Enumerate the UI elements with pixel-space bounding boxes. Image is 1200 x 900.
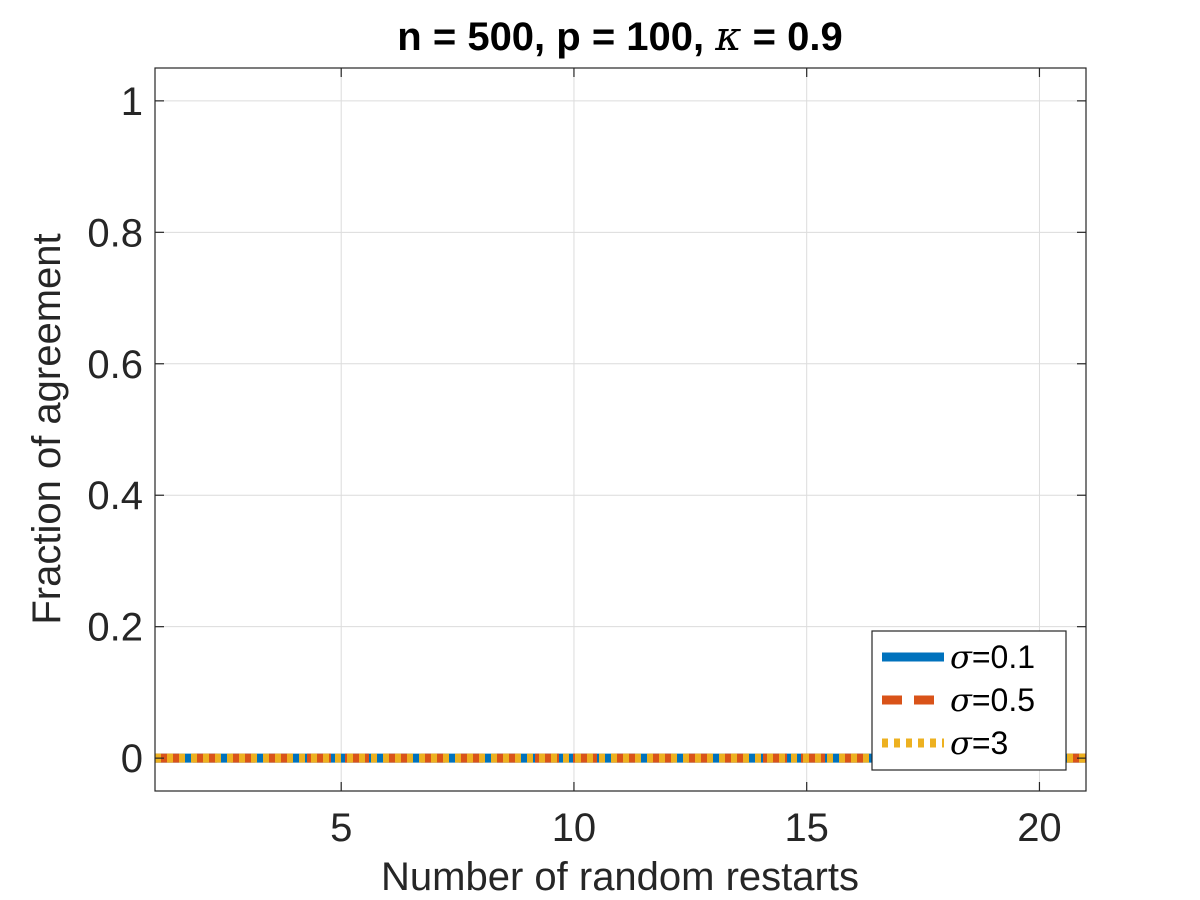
y-tick-label: 0.6 bbox=[87, 343, 143, 387]
legend-entry-label: =3 bbox=[972, 725, 1008, 761]
legend-entry: σ=3 bbox=[950, 724, 1008, 762]
y-tick-label: 0.2 bbox=[87, 606, 143, 650]
y-tick-label: 1 bbox=[121, 80, 143, 124]
legend-entry-symbol: σ bbox=[950, 724, 973, 762]
y-tick-label: 0.4 bbox=[87, 474, 143, 518]
axis-ticks bbox=[155, 68, 1086, 791]
x-axis-label: Number of random restarts bbox=[381, 855, 859, 899]
x-tick-label: 20 bbox=[1017, 806, 1062, 850]
chart-title-suffix: = 0.9 bbox=[742, 15, 843, 59]
y-tick-labels: 0 0.2 0.4 0.6 0.8 1 bbox=[87, 80, 143, 781]
chart-title-symbol: κ bbox=[714, 14, 741, 60]
legend-entry-label: =0.5 bbox=[972, 682, 1035, 718]
plot-frame bbox=[154, 67, 1087, 792]
x-tick-label: 15 bbox=[784, 806, 829, 850]
x-tick-label: 5 bbox=[330, 806, 352, 850]
legend-entry-symbol: σ bbox=[950, 638, 973, 676]
x-tick-label: 10 bbox=[552, 806, 597, 850]
y-tick-label: 0 bbox=[121, 737, 143, 781]
x-tick-labels: 5 10 15 20 bbox=[330, 806, 1062, 850]
y-axis-label: Fraction of agreement bbox=[25, 233, 69, 624]
y-tick-label: 0.8 bbox=[87, 211, 143, 255]
legend-entry-symbol: σ bbox=[950, 681, 973, 719]
legend-entry: σ=0.5 bbox=[950, 681, 1035, 719]
legend: σ=0.1σ=0.5σ=3 bbox=[871, 630, 1067, 771]
chart-title-prefix: n = 500, p = 100, bbox=[397, 15, 715, 59]
legend-entry-label: =0.1 bbox=[972, 639, 1035, 675]
legend-entry: σ=0.1 bbox=[950, 638, 1035, 676]
chart-title: n = 500, p = 100, κ = 0.9 bbox=[397, 14, 842, 60]
